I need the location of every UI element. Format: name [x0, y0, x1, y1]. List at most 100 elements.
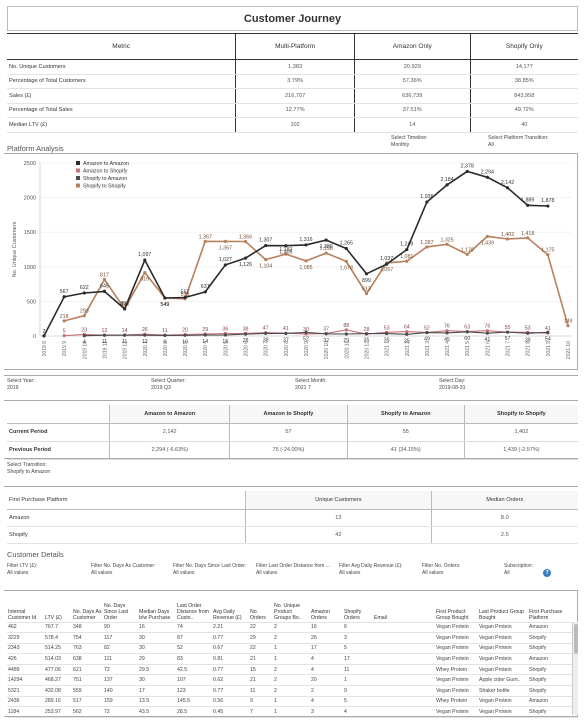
- data-label: 2: [43, 329, 46, 335]
- filter-value[interactable]: All values: [7, 570, 29, 576]
- filter-control[interactable]: Filter No. Days As Customer: All values: [91, 563, 155, 577]
- day-select[interactable]: Select Day: 2019-08-31: [439, 378, 466, 392]
- details-cell: Whey Protein: [435, 695, 478, 707]
- year-value[interactable]: 2019: [7, 385, 19, 391]
- details-cell: 767.7: [44, 621, 72, 633]
- data-point: [364, 291, 369, 296]
- filter-value[interactable]: All values: [91, 570, 113, 576]
- details-cell: Amazon: [528, 695, 578, 707]
- table-row[interactable]: 462 767.7 348 90 16 74 2.21 22 2 16 6 Vegan Protein…: [7, 621, 578, 633]
- data-point: [445, 242, 449, 246]
- details-cell: Shopify: [528, 685, 578, 697]
- filter-value[interactable]: All: [504, 570, 510, 576]
- details-cell: Vegan Protein: [435, 632, 478, 644]
- table-row[interactable]: 3252.1959315870.587.50.367125Whey Protei…: [7, 716, 578, 720]
- table-row[interactable]: 1184 253.97 562 72 43.5 28.5 0.45 7 1 3 4 Vegan Pro…: [7, 706, 578, 718]
- details-cell: 462: [7, 621, 44, 633]
- filter-control[interactable]: Filter Avg Daily Revenue (£): All values: [339, 563, 403, 577]
- timeline-select[interactable]: Select Timeline: Monthly: [391, 135, 428, 149]
- filter-control[interactable]: Filter No. Orders: All values: [422, 563, 460, 577]
- data-label: 1,037: [380, 256, 393, 262]
- filter-value[interactable]: All values: [173, 570, 195, 576]
- table-row[interactable]: 14294 468.27 751 137 30 107 0.62 21 2 20 1 Vegan Pr…: [7, 674, 578, 686]
- data-label: 11: [162, 328, 168, 334]
- details-cell: 468.27: [44, 674, 72, 686]
- month-select[interactable]: Select Month: 2021 7: [295, 378, 327, 392]
- filter-value[interactable]: All values: [339, 570, 361, 576]
- compare-header: Amazon to Amazon: [109, 405, 230, 424]
- info-icon[interactable]: ?: [543, 569, 551, 577]
- quarter-select[interactable]: Select Quarter: 2019 Q3: [151, 378, 186, 392]
- details-cell: 2343: [7, 642, 44, 654]
- details-cell: 14294: [7, 674, 44, 686]
- data-label: 1,183: [279, 247, 292, 253]
- details-cell: 2: [273, 632, 310, 644]
- data-point: [243, 256, 248, 260]
- data-point: [485, 234, 489, 239]
- first-purchase-table: First Purchase Platform Unique Customers M…: [7, 491, 578, 544]
- data-label: 28: [364, 327, 370, 333]
- day-value[interactable]: 2019-08-31: [439, 385, 466, 391]
- data-label: 30: [303, 327, 309, 333]
- details-cell: 21: [249, 653, 273, 665]
- details-cell: 0.45: [212, 706, 249, 718]
- data-point: [82, 334, 86, 338]
- details-header: No. Days Since Last Order: [104, 602, 129, 621]
- month-value[interactable]: 2021 7: [295, 385, 311, 391]
- data-point: [425, 331, 429, 335]
- details-cell: 2436: [7, 695, 44, 707]
- table-row[interactable]: 426 514.03 638 111 29 83 0.81 21 1 4 17 Vegan Prote…: [7, 653, 578, 665]
- table-row[interactable]: 2436 289.16 517 159 13.5 145.5 0.56 9 1 4 5 Whey Pr…: [7, 695, 578, 707]
- quarter-value[interactable]: 2019 Q3: [151, 385, 171, 391]
- year-select[interactable]: Select Year: 2019: [7, 378, 35, 392]
- compare-row: Current Period 2,142 57 55 1,402: [7, 423, 578, 442]
- filter-control[interactable]: Filter LTV (£): All values: [7, 563, 37, 577]
- table-row[interactable]: 5321 432.08 559 140 17 123 0.77 11 2 2 9 Vegan Prot…: [7, 685, 578, 697]
- transition-select[interactable]: Select Transition: Shopify to Amazon: [7, 462, 50, 476]
- table-row[interactable]: 3229 578.4 754 117 30 87 0.77 29 2 26 3 Vegan Prote…: [7, 632, 578, 644]
- filter-control[interactable]: Subscription: All: [504, 563, 533, 577]
- details-cell: 763: [72, 642, 103, 654]
- details-cell: 621: [72, 663, 103, 675]
- filter-control[interactable]: Filter Last Order Distance from ... All v…: [256, 563, 330, 577]
- details-cell: 1184: [7, 706, 44, 718]
- legend-swatch: [76, 168, 80, 173]
- details-cell: 26: [310, 632, 343, 644]
- metrics-cell: 14: [353, 117, 471, 133]
- legend-swatch: [76, 183, 80, 188]
- data-point: [344, 332, 348, 336]
- details-cell: 0.67: [212, 642, 249, 654]
- data-label: 622: [80, 285, 89, 291]
- data-label: 37: [283, 337, 289, 343]
- compare-row-label: Current Period: [7, 423, 110, 442]
- day-label: Select Day:: [439, 378, 466, 384]
- filter-control[interactable]: Filter No. Days Since Last Order: All val…: [173, 563, 246, 577]
- details-scrollbar[interactable]: [572, 622, 578, 715]
- filter-label: Filter Last Order Distance from ...: [256, 563, 330, 569]
- data-label: 47: [263, 326, 269, 332]
- platform-transition-value[interactable]: All: [488, 142, 494, 148]
- data-label: 2,142: [501, 180, 514, 186]
- data-point: [62, 295, 66, 299]
- filter-value[interactable]: All values: [422, 570, 444, 576]
- data-label: 36: [222, 327, 228, 333]
- first-purchase-cell: 42: [245, 526, 432, 544]
- table-row[interactable]: 2343 514.25 763 82 30 52 0.67 22 1 17 5 Vegan Prote…: [7, 642, 578, 654]
- data-point: [223, 333, 227, 337]
- details-cell: 1: [343, 674, 373, 686]
- data-label: 23: [81, 327, 87, 333]
- transition-value[interactable]: Shopify to Amazon: [7, 469, 51, 475]
- timeline-value[interactable]: Monthly: [391, 142, 410, 148]
- table-row[interactable]: 4489 477.06 621 72 29.5 42.5 0.77 15 2 4 11 Whey Pr…: [7, 663, 578, 675]
- x-tick-label: 2020 5: [223, 341, 229, 357]
- details-cell: Vegan Protein: [478, 642, 528, 654]
- data-point: [183, 333, 187, 337]
- platform-transition-select[interactable]: Select Platform Transition: All: [488, 135, 549, 149]
- data-point: [42, 334, 46, 338]
- details-cell: 5321: [7, 685, 44, 697]
- details-cell: 0.56: [212, 695, 249, 707]
- scrollbar-thumb[interactable]: [574, 624, 578, 654]
- data-point: [102, 289, 107, 293]
- data-point: [102, 333, 107, 337]
- filter-value[interactable]: All values: [256, 570, 278, 576]
